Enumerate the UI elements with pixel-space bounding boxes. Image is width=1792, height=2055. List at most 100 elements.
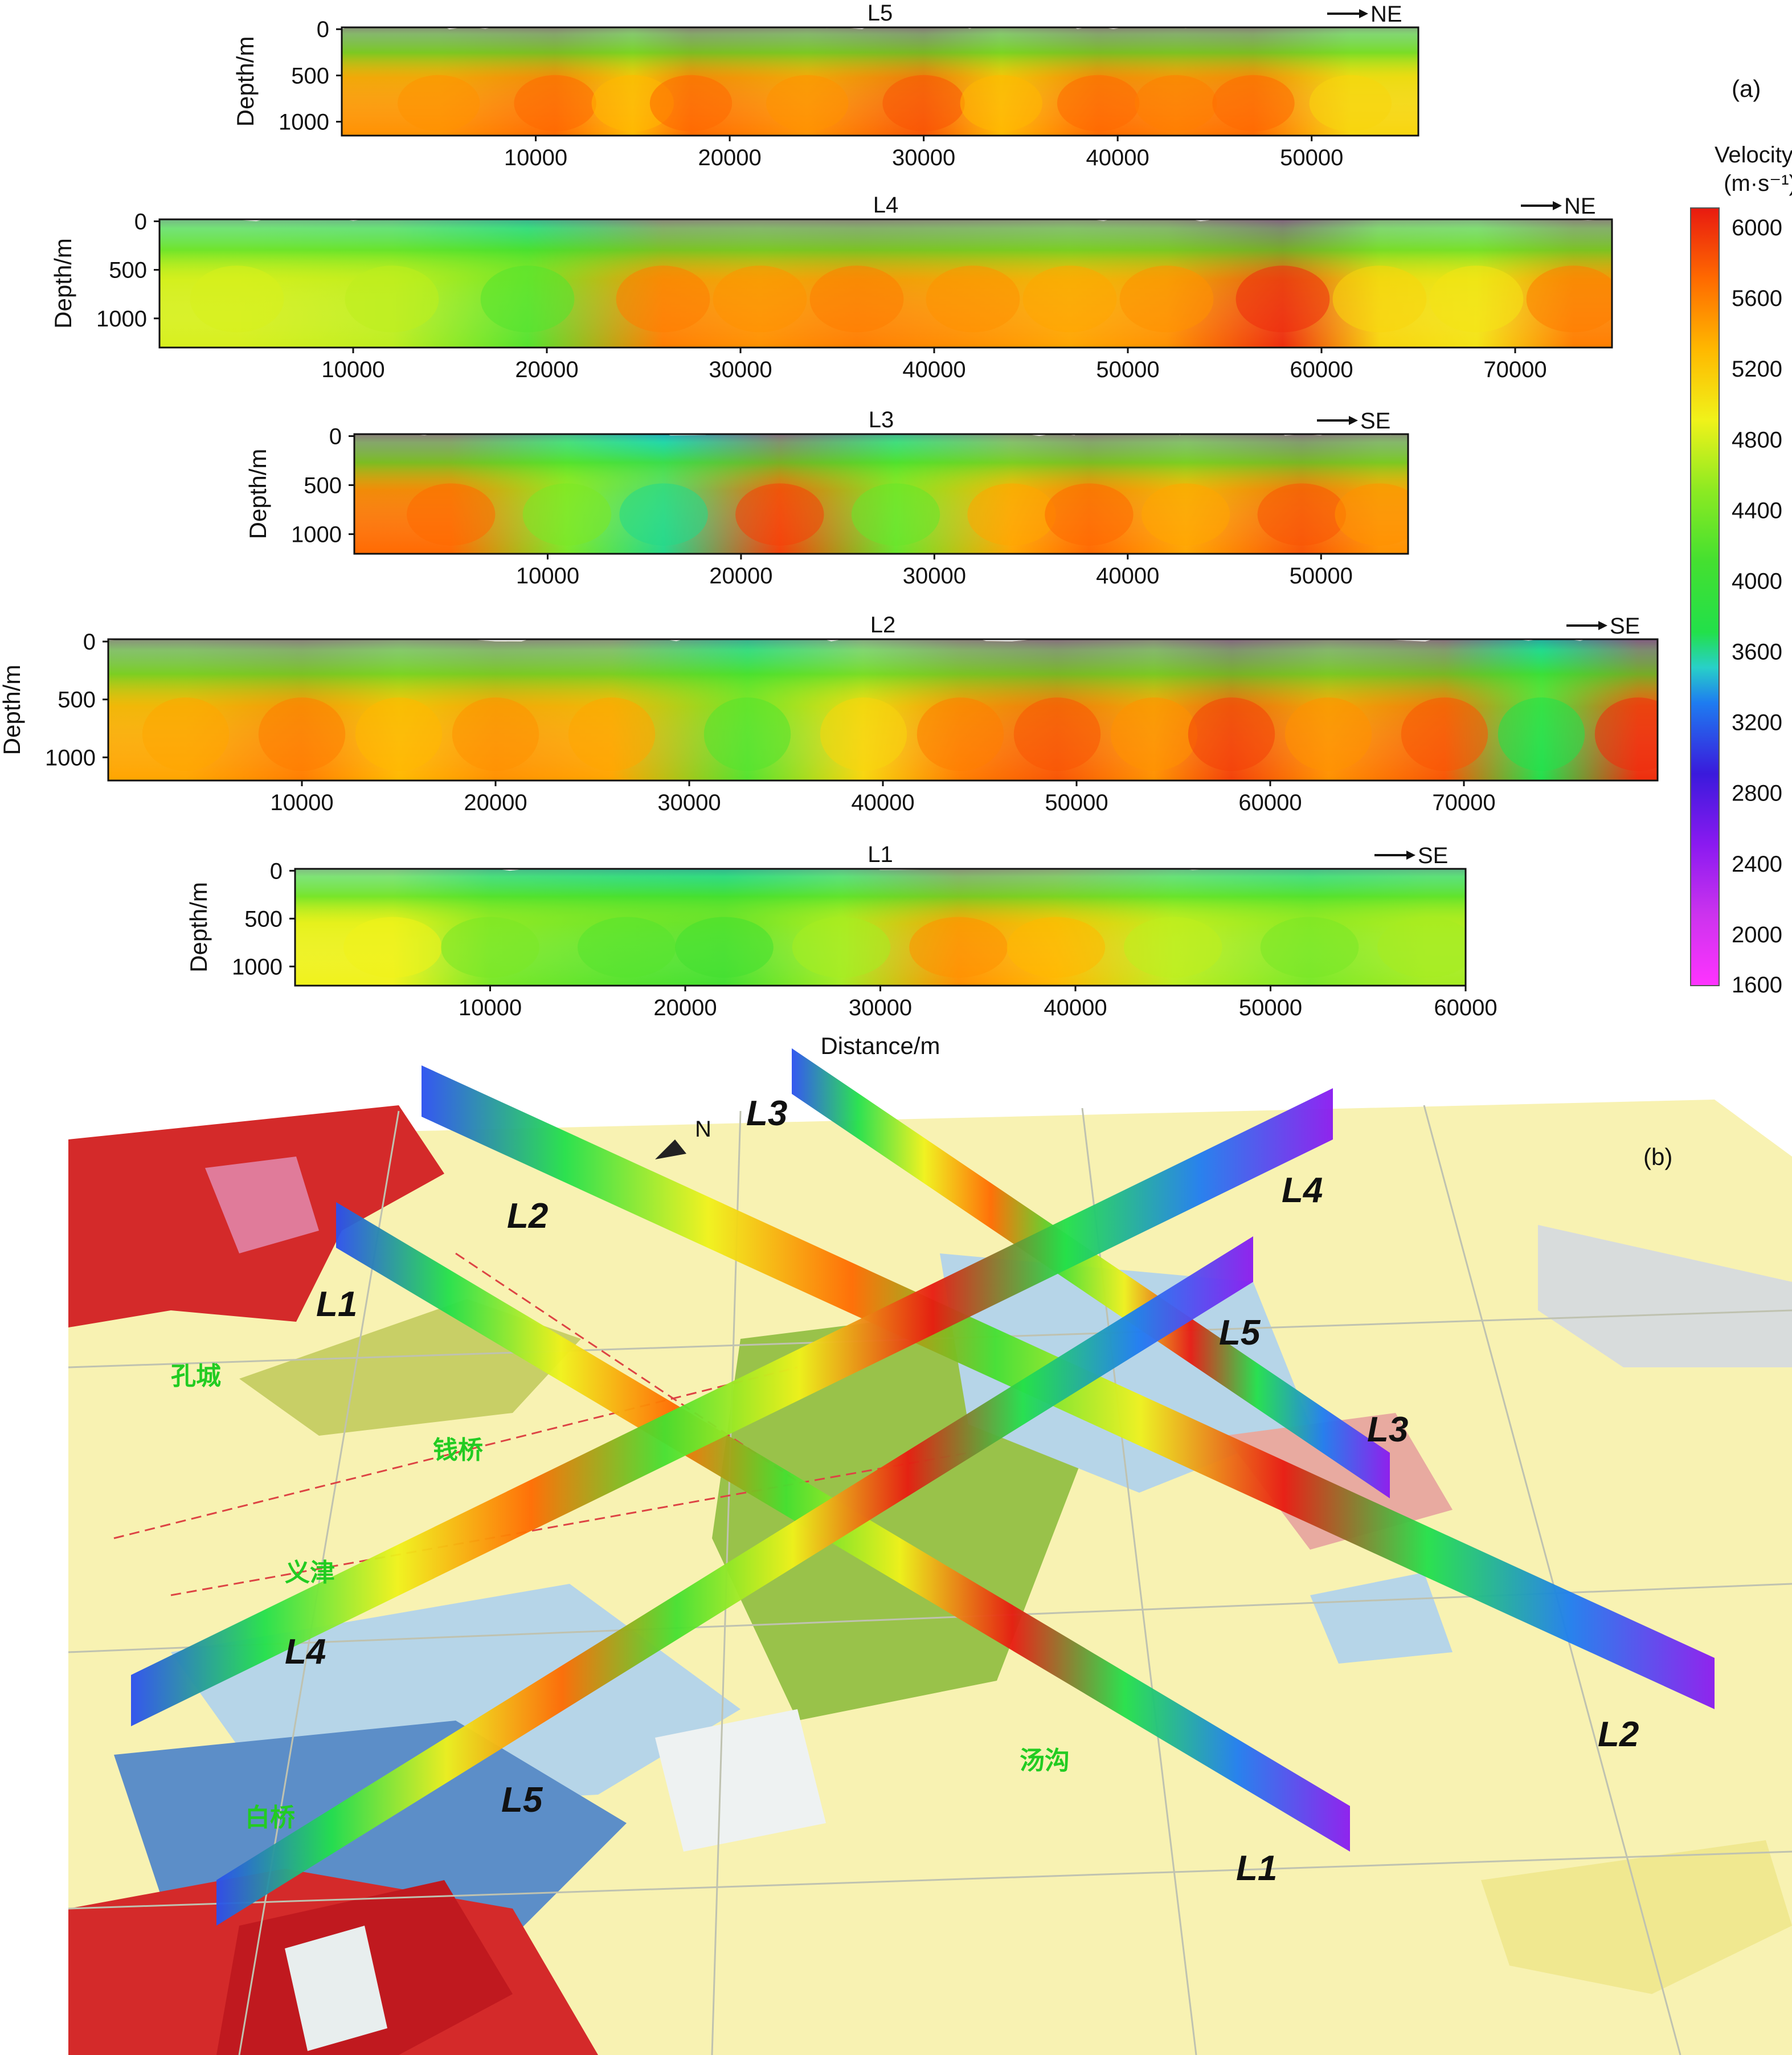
colorbar-ramp (1690, 207, 1720, 986)
velocity-anomaly (616, 265, 710, 333)
colorbar-tick-label: 2000 (1732, 922, 1782, 947)
velocity-anomaly (1022, 265, 1117, 333)
panel-b-3d-map: L1 L2 L3 L4 L5 L1 L2 L3 L4 L5 孔城 钱桥 义津 汤… (68, 1048, 1792, 2055)
geology-grey-river (1538, 1225, 1792, 1367)
velocity-anomaly (398, 75, 480, 132)
velocity-anomaly (1594, 697, 1658, 771)
profile-walls (131, 1048, 1715, 1926)
panel-b-label: (b) (1643, 1143, 1672, 1170)
velocity-anomaly (792, 917, 891, 978)
velocity-anomaly (926, 265, 1020, 333)
colorbar-tick-label: 4800 (1732, 427, 1782, 452)
x-tick-label: 20000 (515, 357, 578, 382)
colorbar-tick-label: 4400 (1732, 498, 1782, 523)
direction-arrowhead (1349, 416, 1358, 425)
x-tick-label: 40000 (1044, 995, 1107, 1020)
direction-arrowhead (1359, 9, 1368, 18)
velocity-anomaly (735, 483, 824, 546)
profile-title: L4 (873, 193, 899, 218)
map-label-l5: L5 (501, 1780, 543, 1820)
colorbar-tick-label: 5600 (1732, 286, 1782, 311)
velocity-anomaly (1119, 265, 1214, 333)
profile-wall-l5 (216, 1236, 1253, 1926)
colorbar-tick-label: 6000 (1732, 215, 1782, 240)
colorbar-tick-label: 3200 (1732, 710, 1782, 736)
velocity-anomaly (1429, 265, 1524, 333)
velocity-anomaly (1007, 917, 1106, 978)
map-label-l3: L3 (1367, 1410, 1408, 1449)
velocity-anomaly (851, 483, 940, 546)
x-tick-label: 10000 (504, 145, 567, 170)
map-label-l4: L4 (285, 1632, 326, 1672)
y-tick-label: 0 (270, 859, 283, 884)
map-label-l5-top: L5 (1219, 1313, 1261, 1353)
colorbar-title: Velocity / (1715, 142, 1792, 167)
direction-label: SE (1418, 843, 1448, 868)
velocity-anomaly (967, 483, 1056, 546)
velocity-anomaly (766, 75, 849, 132)
colorbar-tick-label: 1600 (1732, 973, 1782, 998)
panel-a-profiles: (a) 10000 20000 30000 40000 5000005001000Dep… (0, 1, 1761, 1059)
profile-l5: 10000 20000 30000 40000 50000 0 500 1000 Depth/m… (232, 1, 1419, 170)
velocity-anomaly (1110, 697, 1198, 771)
colorbar-tick-label: 5200 (1732, 357, 1782, 382)
velocity-anomaly (343, 917, 442, 978)
y-axis-label: Depth/m (0, 665, 25, 755)
place-yijin: 义津 (285, 1558, 335, 1587)
velocity-anomaly (568, 697, 656, 771)
profile-l4: 10000 20000 30000 40000 50000 60000 70000 0 500 1… (50, 193, 1613, 382)
y-tick-label: 500 (244, 906, 283, 932)
y-tick-label: 1000 (279, 110, 329, 135)
velocity-colorbar: Velocity / (m·s⁻¹) 6000 5600 5200 4800 4400 4… (1690, 142, 1792, 998)
y-axis-label: Depth/m (244, 449, 271, 540)
x-tick-label: 70000 (1483, 357, 1546, 382)
panel-a-label: (a) (1732, 75, 1761, 102)
map-label-l1-end: L1 (1236, 1849, 1277, 1888)
velocity-anomaly (713, 265, 807, 333)
velocity-anomaly (1235, 265, 1330, 333)
geology-white-south (655, 1709, 826, 1852)
velocity-anomaly (1377, 917, 1466, 978)
y-tick-label: 0 (83, 630, 96, 655)
x-tick-label: 10000 (321, 357, 384, 382)
velocity-anomaly (1526, 265, 1612, 333)
velocity-anomaly (480, 265, 575, 333)
velocity-anomaly (345, 265, 439, 333)
profile-title: L2 (870, 612, 896, 638)
x-tick-label: 30000 (849, 995, 912, 1020)
velocity-anomaly (619, 483, 708, 546)
x-tick-label: 70000 (1432, 790, 1495, 815)
direction-label: SE (1360, 408, 1390, 434)
velocity-anomaly (809, 265, 904, 333)
geology-lightblue-east (1310, 1572, 1453, 1664)
y-axis-label: Depth/m (50, 238, 76, 329)
plot-frame (341, 26, 1419, 137)
direction-arrowhead (1598, 621, 1607, 630)
direction-arrowhead (1553, 201, 1562, 210)
x-tick-label: 30000 (709, 357, 772, 382)
velocity-anomaly (1260, 917, 1359, 978)
velocity-anomaly (355, 697, 443, 771)
x-tick-label: 40000 (1086, 145, 1149, 170)
velocity-anomaly (1141, 483, 1230, 546)
colorbar-tick-label: 4000 (1732, 569, 1782, 594)
y-axis-label: Depth/m (185, 882, 212, 973)
y-tick-label: 500 (304, 473, 342, 499)
velocity-anomaly (882, 75, 965, 132)
y-axis-label: Depth/m (232, 36, 259, 127)
profile-l5-field (342, 27, 1418, 136)
direction-label: NE (1370, 2, 1402, 27)
y-tick-label: 1000 (291, 522, 342, 548)
velocity-anomaly (1498, 697, 1585, 771)
colorbar-tick-label: 2800 (1732, 781, 1782, 806)
profile-title: L3 (869, 407, 894, 432)
profile-l1: 10000 20000 30000 40000 50000 60000 0 500 1000 De… (185, 842, 1498, 1059)
y-tick-label: 1000 (96, 307, 147, 332)
x-axis-label: Distance/m (820, 1032, 940, 1059)
y-tick-label: 1000 (232, 954, 283, 979)
x-tick-label: 30000 (903, 563, 966, 589)
y-tick-label: 0 (317, 17, 329, 42)
x-tick-label: 50000 (1290, 563, 1353, 589)
x-tick-label: 20000 (464, 790, 527, 815)
place-baiqiao: 白桥 (245, 1803, 295, 1832)
